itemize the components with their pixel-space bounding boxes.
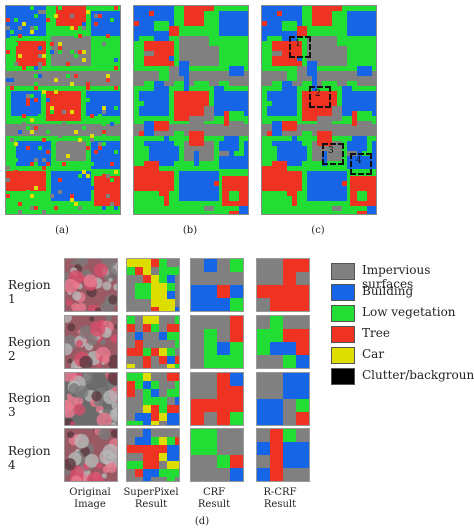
- col-header-line2: Result: [134, 499, 168, 510]
- col-header-line1: CRF: [202, 487, 226, 498]
- legend-label-car: Car: [362, 347, 385, 361]
- caption-d: (d): [194, 516, 210, 527]
- region-label-4: Region 4: [8, 444, 51, 472]
- col-header-crf: CRF Result: [179, 487, 249, 511]
- col-header-line2: Result: [197, 499, 231, 510]
- legend-label-clutter: Clutter/background: [362, 368, 474, 382]
- box-number-2: 2: [315, 89, 321, 99]
- result-tile: [126, 315, 180, 369]
- result-tile: [256, 315, 310, 369]
- original-image-tile: [64, 315, 118, 369]
- region-label-1: Region 1: [8, 278, 51, 306]
- legend-swatch-impervious: [331, 263, 355, 280]
- dashed-box-region-4: [350, 153, 372, 175]
- caption-c: (c): [311, 225, 325, 236]
- col-header-line1: Original: [69, 487, 111, 498]
- legend-label-tree: Tree: [362, 326, 390, 340]
- original-image-tile: [64, 258, 118, 312]
- col-header-line1: R-CRF: [263, 487, 297, 498]
- original-image-tile: [64, 372, 118, 426]
- col-header-line1: SuperPixel: [123, 487, 179, 498]
- dashed-box-region-2: [309, 86, 331, 108]
- result-tile: [256, 372, 310, 426]
- box-number-4: 4: [356, 156, 362, 166]
- box-number-1: 1: [295, 39, 301, 49]
- col-header-rcrf: R-CRF Result: [245, 487, 315, 511]
- legend-label-building: Building: [362, 284, 414, 298]
- dashed-box-region-1: [289, 36, 311, 58]
- result-tile: [126, 258, 180, 312]
- result-tile: [190, 258, 244, 312]
- result-tile: [126, 372, 180, 426]
- result-tile: [190, 315, 244, 369]
- legend-label-low-vegetation: Low vegetation: [362, 305, 456, 319]
- map-panel-b: [133, 5, 249, 226]
- col-header-superpixel: SuperPixel Result: [116, 487, 186, 511]
- caption-a: (a): [55, 225, 69, 236]
- result-tile: [126, 428, 180, 482]
- col-header-original: Original Image: [55, 487, 125, 511]
- result-tile: [256, 428, 310, 482]
- legend-swatch-building: [331, 284, 355, 301]
- legend-swatch-low-vegetation: [331, 305, 355, 322]
- legend-swatch-car: [331, 347, 355, 364]
- legend-swatch-clutter: [331, 368, 355, 385]
- region-label-2: Region 2: [8, 335, 51, 363]
- col-header-line2: Image: [74, 499, 106, 510]
- original-image-tile: [64, 428, 118, 482]
- map-panel-c: [261, 5, 377, 226]
- map-panel-a: [5, 5, 121, 215]
- dashed-box-region-3: [322, 143, 344, 165]
- legend-label-impervious: Impervious surfaces: [362, 263, 431, 291]
- col-header-line2: Result: [263, 499, 297, 510]
- result-tile: [256, 258, 310, 312]
- legend-swatch-tree: [331, 326, 355, 343]
- box-number-3: 3: [328, 146, 334, 156]
- caption-b: (b): [182, 225, 198, 236]
- result-tile: [190, 428, 244, 482]
- region-label-3: Region 3: [8, 391, 51, 419]
- result-tile: [190, 372, 244, 426]
